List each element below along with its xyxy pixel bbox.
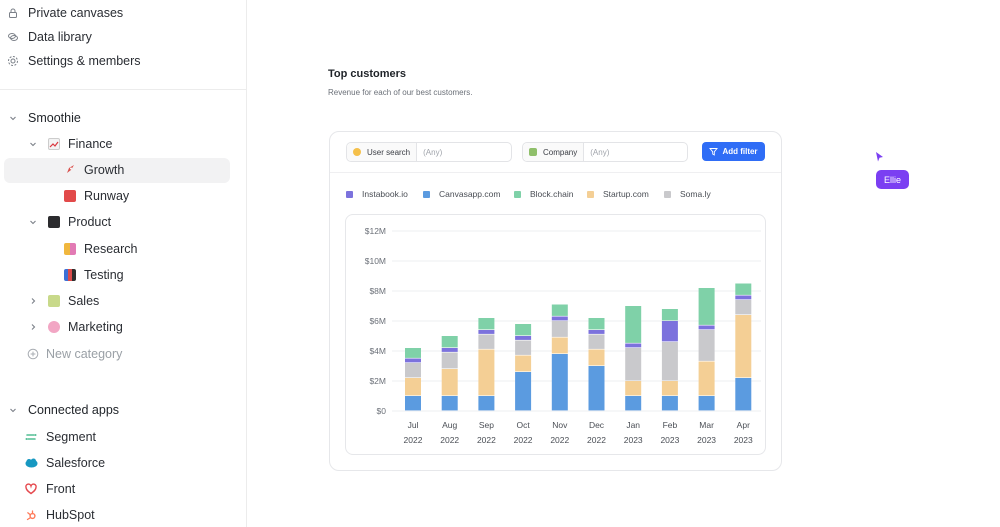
connected-apps-header[interactable]: Connected apps <box>8 398 119 422</box>
selected-highlight <box>4 158 230 183</box>
page-label: Research <box>84 242 138 256</box>
chevron-down-icon <box>8 405 18 415</box>
rocket-emoji-icon <box>64 164 76 176</box>
add-filter-button[interactable]: Add filter <box>702 142 765 161</box>
nav-label: Data library <box>28 30 92 44</box>
legend-label: Instabook.io <box>362 189 408 199</box>
flower-emoji-icon <box>48 321 60 333</box>
sidebar-divider <box>0 89 246 90</box>
category-finance[interactable]: Finance <box>28 132 112 156</box>
filter-divider <box>330 172 781 173</box>
user-search-filter[interactable]: User search (Any) <box>346 142 512 162</box>
database-icon <box>6 30 20 44</box>
legend-item[interactable]: Startup.com <box>587 188 649 200</box>
new-category-label: New category <box>46 347 123 361</box>
page-label: Testing <box>84 268 124 282</box>
chart-subtitle: Revenue for each of our best customers. <box>328 88 473 97</box>
legend-swatch <box>514 190 521 198</box>
sidebar: Private canvases Data library Settings &… <box>0 0 247 527</box>
category-label: Sales <box>68 294 100 308</box>
chevron-right-icon <box>28 296 38 306</box>
filter-value: (Any) <box>590 147 610 157</box>
workspace-header[interactable]: Smoothie <box>8 106 81 130</box>
app-salesforce[interactable]: Salesforce <box>24 451 105 475</box>
category-product[interactable]: Product <box>28 210 111 234</box>
gear-icon <box>6 54 20 68</box>
page-testing[interactable]: Testing <box>64 263 124 287</box>
app-label: Segment <box>46 430 97 444</box>
chevron-down-icon <box>8 113 18 123</box>
workspace-title: Smoothie <box>28 111 81 125</box>
airplane-emoji-icon <box>64 190 76 202</box>
company-icon <box>529 148 537 156</box>
chart-emoji-icon <box>48 138 60 150</box>
page-runway[interactable]: Runway <box>64 184 129 208</box>
page-label: Growth <box>84 163 125 177</box>
filter-label: User search <box>367 147 411 157</box>
app-label: Salesforce <box>46 456 106 470</box>
filter-label: Company <box>543 147 578 157</box>
laptop-emoji-icon <box>48 216 60 228</box>
hubspot-icon <box>24 508 38 522</box>
app-label: Front <box>46 482 76 496</box>
books-emoji-icon <box>64 269 76 281</box>
category-marketing[interactable]: Marketing <box>28 315 123 339</box>
app-label: HubSpot <box>46 508 95 522</box>
page-label: Runway <box>84 189 130 203</box>
legend-swatch <box>346 190 353 198</box>
lock-icon <box>6 6 20 20</box>
nav-settings[interactable]: Settings & members <box>6 49 141 73</box>
user-search-label-wrap: User search <box>347 143 418 161</box>
app-segment[interactable]: Segment <box>24 425 96 449</box>
page-growth[interactable]: Growth <box>64 158 124 182</box>
chart-title: Top customers <box>328 68 407 80</box>
legend-item[interactable]: Canvasapp.com <box>423 188 500 200</box>
user-avatar-icon <box>353 148 361 156</box>
add-filter-label: Add filter <box>722 147 758 156</box>
plot-area-frame <box>345 214 766 455</box>
nav-data-library[interactable]: Data library <box>6 25 92 49</box>
collaborator-name-tag: Ellie <box>876 170 909 189</box>
legend-swatch <box>587 190 594 198</box>
legend-swatch <box>423 190 430 198</box>
chevron-down-icon <box>28 217 38 227</box>
front-icon <box>24 482 38 496</box>
legend-item[interactable]: Soma.ly <box>664 188 711 200</box>
legend-label: Soma.ly <box>680 189 711 199</box>
page-research[interactable]: Research <box>64 237 138 261</box>
category-label: Marketing <box>68 320 123 334</box>
app-hubspot[interactable]: HubSpot <box>24 503 95 527</box>
legend-item[interactable]: Instabook.io <box>346 188 408 200</box>
legend-label: Startup.com <box>603 189 649 199</box>
collaborator-cursor-icon <box>875 150 885 168</box>
category-label: Finance <box>68 137 113 151</box>
plus-circle-icon <box>26 347 40 361</box>
new-category-button[interactable]: New category <box>26 342 122 366</box>
chevron-down-icon <box>28 139 38 149</box>
legend-swatch <box>664 190 671 198</box>
filter-icon <box>709 147 719 156</box>
connected-apps-title: Connected apps <box>28 403 120 417</box>
nav-label: Private canvases <box>28 6 124 20</box>
money-emoji-icon <box>48 295 60 307</box>
nav-label: Settings & members <box>28 54 141 68</box>
legend-item[interactable]: Block.chain <box>514 188 573 200</box>
company-label-wrap: Company <box>523 143 585 161</box>
segment-icon <box>24 430 38 444</box>
chevron-right-icon <box>28 322 38 332</box>
app-front[interactable]: Front <box>24 477 75 501</box>
category-label: Product <box>68 215 112 229</box>
nav-private-canvases[interactable]: Private canvases <box>6 1 123 25</box>
legend-label: Canvasapp.com <box>439 189 501 199</box>
category-sales[interactable]: Sales <box>28 289 99 313</box>
filter-value: (Any) <box>423 147 443 157</box>
shopping-bags-emoji-icon <box>64 243 76 255</box>
legend-label: Block.chain <box>530 189 574 199</box>
salesforce-icon <box>24 456 38 470</box>
company-filter[interactable]: Company (Any) <box>522 142 688 162</box>
